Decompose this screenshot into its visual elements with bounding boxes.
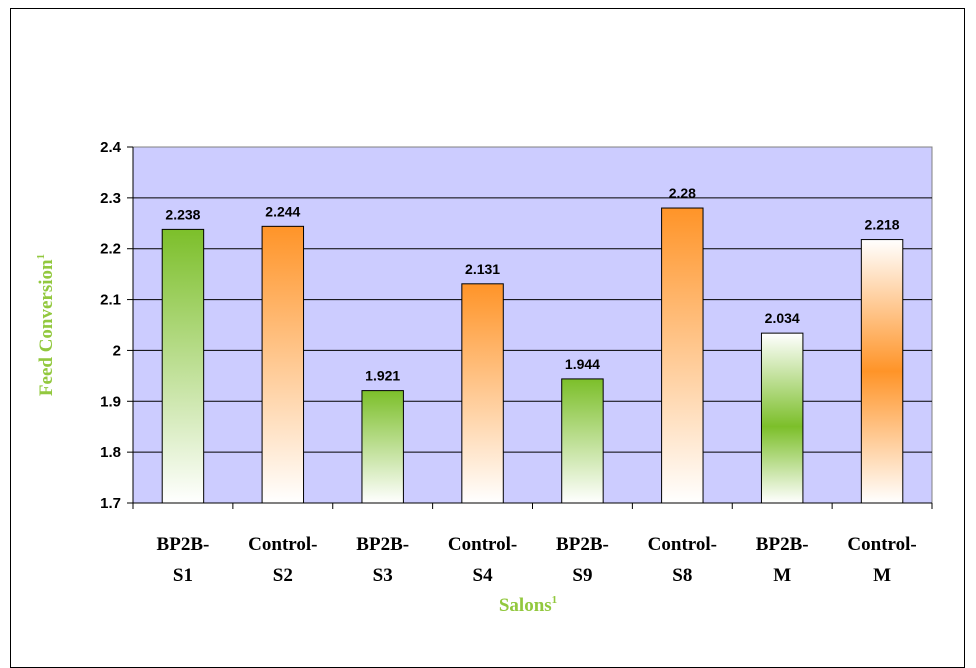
y-tick-label: 1.9 xyxy=(100,393,121,410)
y-axis-title: Feed Conversion1 xyxy=(35,254,57,396)
data-label: 2.034 xyxy=(765,310,800,326)
bar-7 xyxy=(860,239,904,504)
bar-5 xyxy=(661,207,704,504)
bar-2 xyxy=(361,390,404,504)
y-tick-label: 2.4 xyxy=(100,139,122,156)
x-tick-label: BP2B-S9 xyxy=(556,534,609,586)
data-labels: 2.238 2.244 1.921 2.131 1.944 2.28 2.034 2.218 xyxy=(165,185,899,384)
data-label: 2.244 xyxy=(265,203,300,219)
data-label: 1.921 xyxy=(365,368,400,384)
axes xyxy=(127,146,933,509)
x-tick-label: BP2B-M xyxy=(756,534,809,586)
y-tick-label: 2 xyxy=(113,342,121,359)
bar-0 xyxy=(161,228,205,504)
data-label: 2.238 xyxy=(165,206,200,222)
bar-4 xyxy=(561,378,604,504)
x-tick-label: Control-S4 xyxy=(448,534,517,586)
y-tick-label: 2.3 xyxy=(100,190,121,207)
bar-series xyxy=(161,207,904,504)
bar-1 xyxy=(261,225,305,504)
x-tick-label: BP2B-S1 xyxy=(157,534,210,586)
y-tick-label: 2.2 xyxy=(100,241,121,258)
y-tick-label: 1.8 xyxy=(100,444,121,461)
x-tick-labels: BP2B-S1 Control-S2 BP2B-S3 Control-S4 BP2B-S… xyxy=(157,534,917,586)
x-tick-label: Control-S2 xyxy=(248,534,317,586)
y-tick-label: 2.1 xyxy=(100,292,121,309)
x-tick-label: Control-M xyxy=(847,534,916,586)
x-tick-label: Control-S8 xyxy=(648,534,717,586)
bar-6 xyxy=(760,332,804,504)
bar-3 xyxy=(461,283,504,504)
data-label: 2.218 xyxy=(865,217,900,233)
plot-area xyxy=(132,146,933,504)
y-tick-label: 1.7 xyxy=(100,495,121,512)
y-tick-labels: 1.7 1.8 1.9 2 2.1 2.2 2.3 2.4 xyxy=(100,139,122,512)
x-axis-title: Salons1 xyxy=(499,594,557,616)
data-label: 2.28 xyxy=(669,185,696,201)
data-label: 2.131 xyxy=(465,261,500,277)
x-tick-label: BP2B-S3 xyxy=(356,534,409,586)
data-label: 1.944 xyxy=(565,356,600,372)
bar-chart: 2.238 2.2441.9212.1311.9442.282.0342.218 … xyxy=(35,139,933,616)
